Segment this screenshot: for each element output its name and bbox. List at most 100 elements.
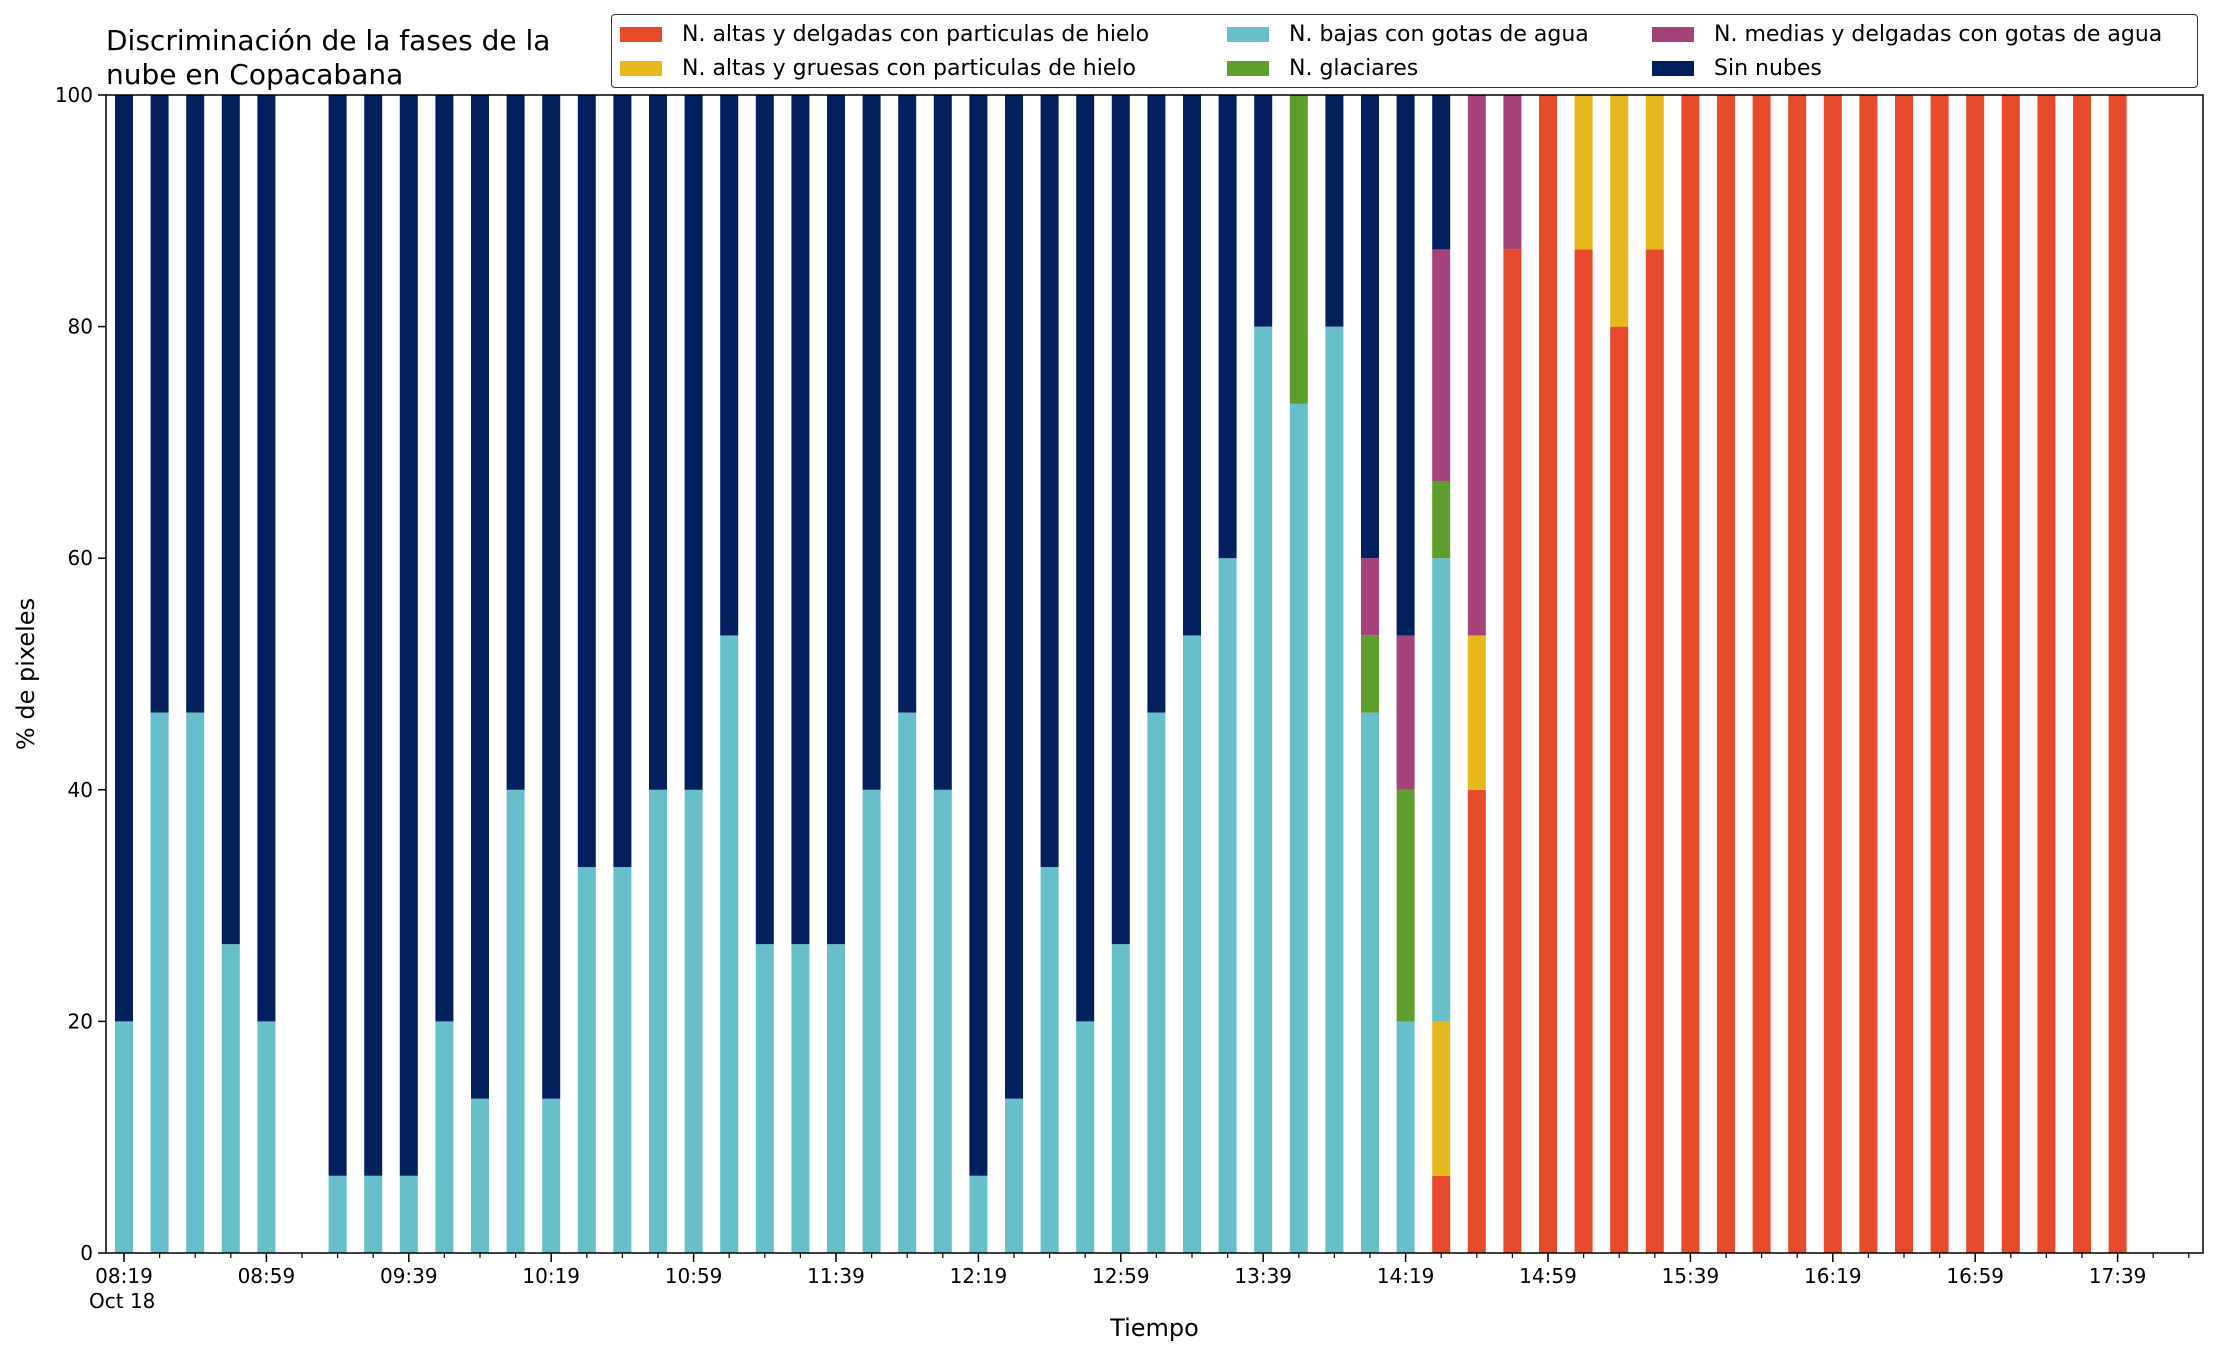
bar-segment bbox=[791, 95, 810, 945]
bar-segment bbox=[1895, 95, 1913, 1253]
bar-segment bbox=[150, 712, 169, 1253]
bar-segment bbox=[862, 95, 881, 790]
bar-segment bbox=[1111, 95, 1130, 945]
bar-segment bbox=[1396, 95, 1415, 636]
legend-swatch bbox=[620, 60, 662, 76]
bar-segment bbox=[827, 95, 845, 945]
bar-segment bbox=[115, 1021, 133, 1253]
y-tick-label: 0 bbox=[80, 1241, 93, 1265]
bar-segment bbox=[1574, 249, 1593, 1254]
bar-segment bbox=[1361, 635, 1379, 713]
bar-segment bbox=[755, 95, 774, 945]
bar-segment bbox=[1289, 95, 1308, 404]
legend-item-altas-gruesas: N. altas y gruesas con particulas de hie… bbox=[620, 53, 1136, 83]
bar-segment bbox=[221, 944, 240, 1253]
bar-segment bbox=[1396, 635, 1415, 790]
bar-segment bbox=[542, 1098, 561, 1253]
bar-segment bbox=[827, 944, 845, 1253]
bar-segment bbox=[1966, 95, 1985, 1253]
bar-segment bbox=[1717, 95, 1735, 1253]
bar-segment bbox=[257, 95, 276, 1022]
chart-title-line-2: nube en Copacabana bbox=[106, 58, 404, 91]
bar-segment bbox=[1432, 1021, 1451, 1176]
y-tick-label: 40 bbox=[68, 778, 93, 802]
bar-segment bbox=[1040, 867, 1059, 1253]
bar-segment bbox=[613, 95, 632, 868]
bar-segment bbox=[1610, 95, 1629, 327]
bar-segment bbox=[2037, 95, 2056, 1253]
bar-segment bbox=[1503, 249, 1522, 1254]
bar-segment bbox=[1752, 95, 1771, 1253]
bar-segment bbox=[1432, 95, 1451, 250]
x-tick-label: 08:19 bbox=[95, 1264, 153, 1288]
legend: N. altas y delgadas con particulas de hi… bbox=[611, 14, 2198, 88]
bar-segment bbox=[1503, 95, 1522, 250]
y-tick-label: 100 bbox=[55, 83, 93, 107]
bar-segment bbox=[1218, 558, 1237, 1253]
bar-segment bbox=[1005, 95, 1023, 1099]
bar-segment bbox=[506, 789, 525, 1253]
bar-segment bbox=[1432, 1175, 1451, 1253]
bar-segment bbox=[2073, 95, 2091, 1253]
legend-swatch bbox=[620, 26, 662, 42]
legend-swatch bbox=[1227, 26, 1269, 42]
chart-title: Discriminación de la fases de la nube en… bbox=[106, 24, 550, 92]
bar-segment bbox=[1254, 326, 1273, 1254]
legend-label: N. bajas con gotas de agua bbox=[1289, 21, 1589, 47]
bar-segment bbox=[577, 95, 596, 868]
bar-segment bbox=[186, 95, 205, 713]
x-tick-label: 16:59 bbox=[1946, 1264, 2004, 1288]
x-tick-label: 09:39 bbox=[380, 1264, 438, 1288]
bar-segment bbox=[542, 95, 561, 1099]
bar-segment bbox=[577, 867, 596, 1253]
bar-segment bbox=[1467, 95, 1486, 636]
bar-segment bbox=[791, 944, 810, 1253]
bar-segment bbox=[933, 789, 952, 1253]
legend-label: N. altas y gruesas con particulas de hie… bbox=[682, 55, 1136, 81]
y-tick-label: 20 bbox=[68, 1009, 93, 1033]
x-tick-label: 16:19 bbox=[1804, 1264, 1862, 1288]
x-tick-label: 10:19 bbox=[522, 1264, 580, 1288]
bar-segment bbox=[506, 95, 525, 790]
bar-segment bbox=[1040, 95, 1059, 868]
bar-segment bbox=[1930, 95, 1949, 1253]
bar-segment bbox=[1076, 1021, 1095, 1253]
bar-segment bbox=[649, 95, 667, 790]
bar-segment bbox=[399, 95, 418, 1176]
legend-swatch bbox=[1652, 60, 1694, 76]
legend-item-altas-delgadas: N. altas y delgadas con particulas de hi… bbox=[620, 19, 1149, 49]
bar-segment bbox=[399, 1175, 418, 1253]
bars-layer bbox=[115, 94, 2127, 1254]
legend-label: Sin nubes bbox=[1714, 55, 1822, 81]
bar-segment bbox=[755, 944, 774, 1253]
y-axis-label: % de pixeles bbox=[12, 598, 40, 750]
bar-segment bbox=[435, 1021, 454, 1253]
bar-segment bbox=[1325, 326, 1344, 1254]
bar-segment bbox=[684, 95, 703, 790]
bar-segment bbox=[1396, 1021, 1415, 1253]
x-tick-label: 15:39 bbox=[1662, 1264, 1720, 1288]
bar-segment bbox=[1361, 558, 1379, 636]
bar-segment bbox=[364, 95, 383, 1176]
bar-segment bbox=[1076, 95, 1095, 1022]
bar-segment bbox=[1823, 95, 1842, 1253]
bar-segment bbox=[2108, 95, 2127, 1253]
legend-item-medias: N. medias y delgadas con gotas de agua bbox=[1652, 19, 2162, 49]
bar-segment bbox=[720, 635, 739, 1253]
bar-segment bbox=[471, 95, 489, 1099]
x-tick-label: 14:59 bbox=[1519, 1264, 1577, 1288]
bar-segment bbox=[1610, 326, 1629, 1254]
legend-label: N. glaciares bbox=[1289, 55, 1419, 81]
bar-segment bbox=[898, 712, 917, 1253]
bar-segment bbox=[1467, 789, 1486, 1253]
x-tick-label: 13:39 bbox=[1234, 1264, 1292, 1288]
bar-segment bbox=[471, 1098, 489, 1253]
bar-segment bbox=[1467, 635, 1486, 790]
bar-segment bbox=[1859, 95, 1878, 1253]
chart-title-line-1: Discriminación de la fases de la bbox=[106, 24, 551, 57]
plot-frame bbox=[105, 94, 2204, 1254]
bar-segment bbox=[1432, 249, 1451, 481]
x-tick-label: 12:19 bbox=[950, 1264, 1008, 1288]
legend-swatch bbox=[1652, 26, 1694, 42]
